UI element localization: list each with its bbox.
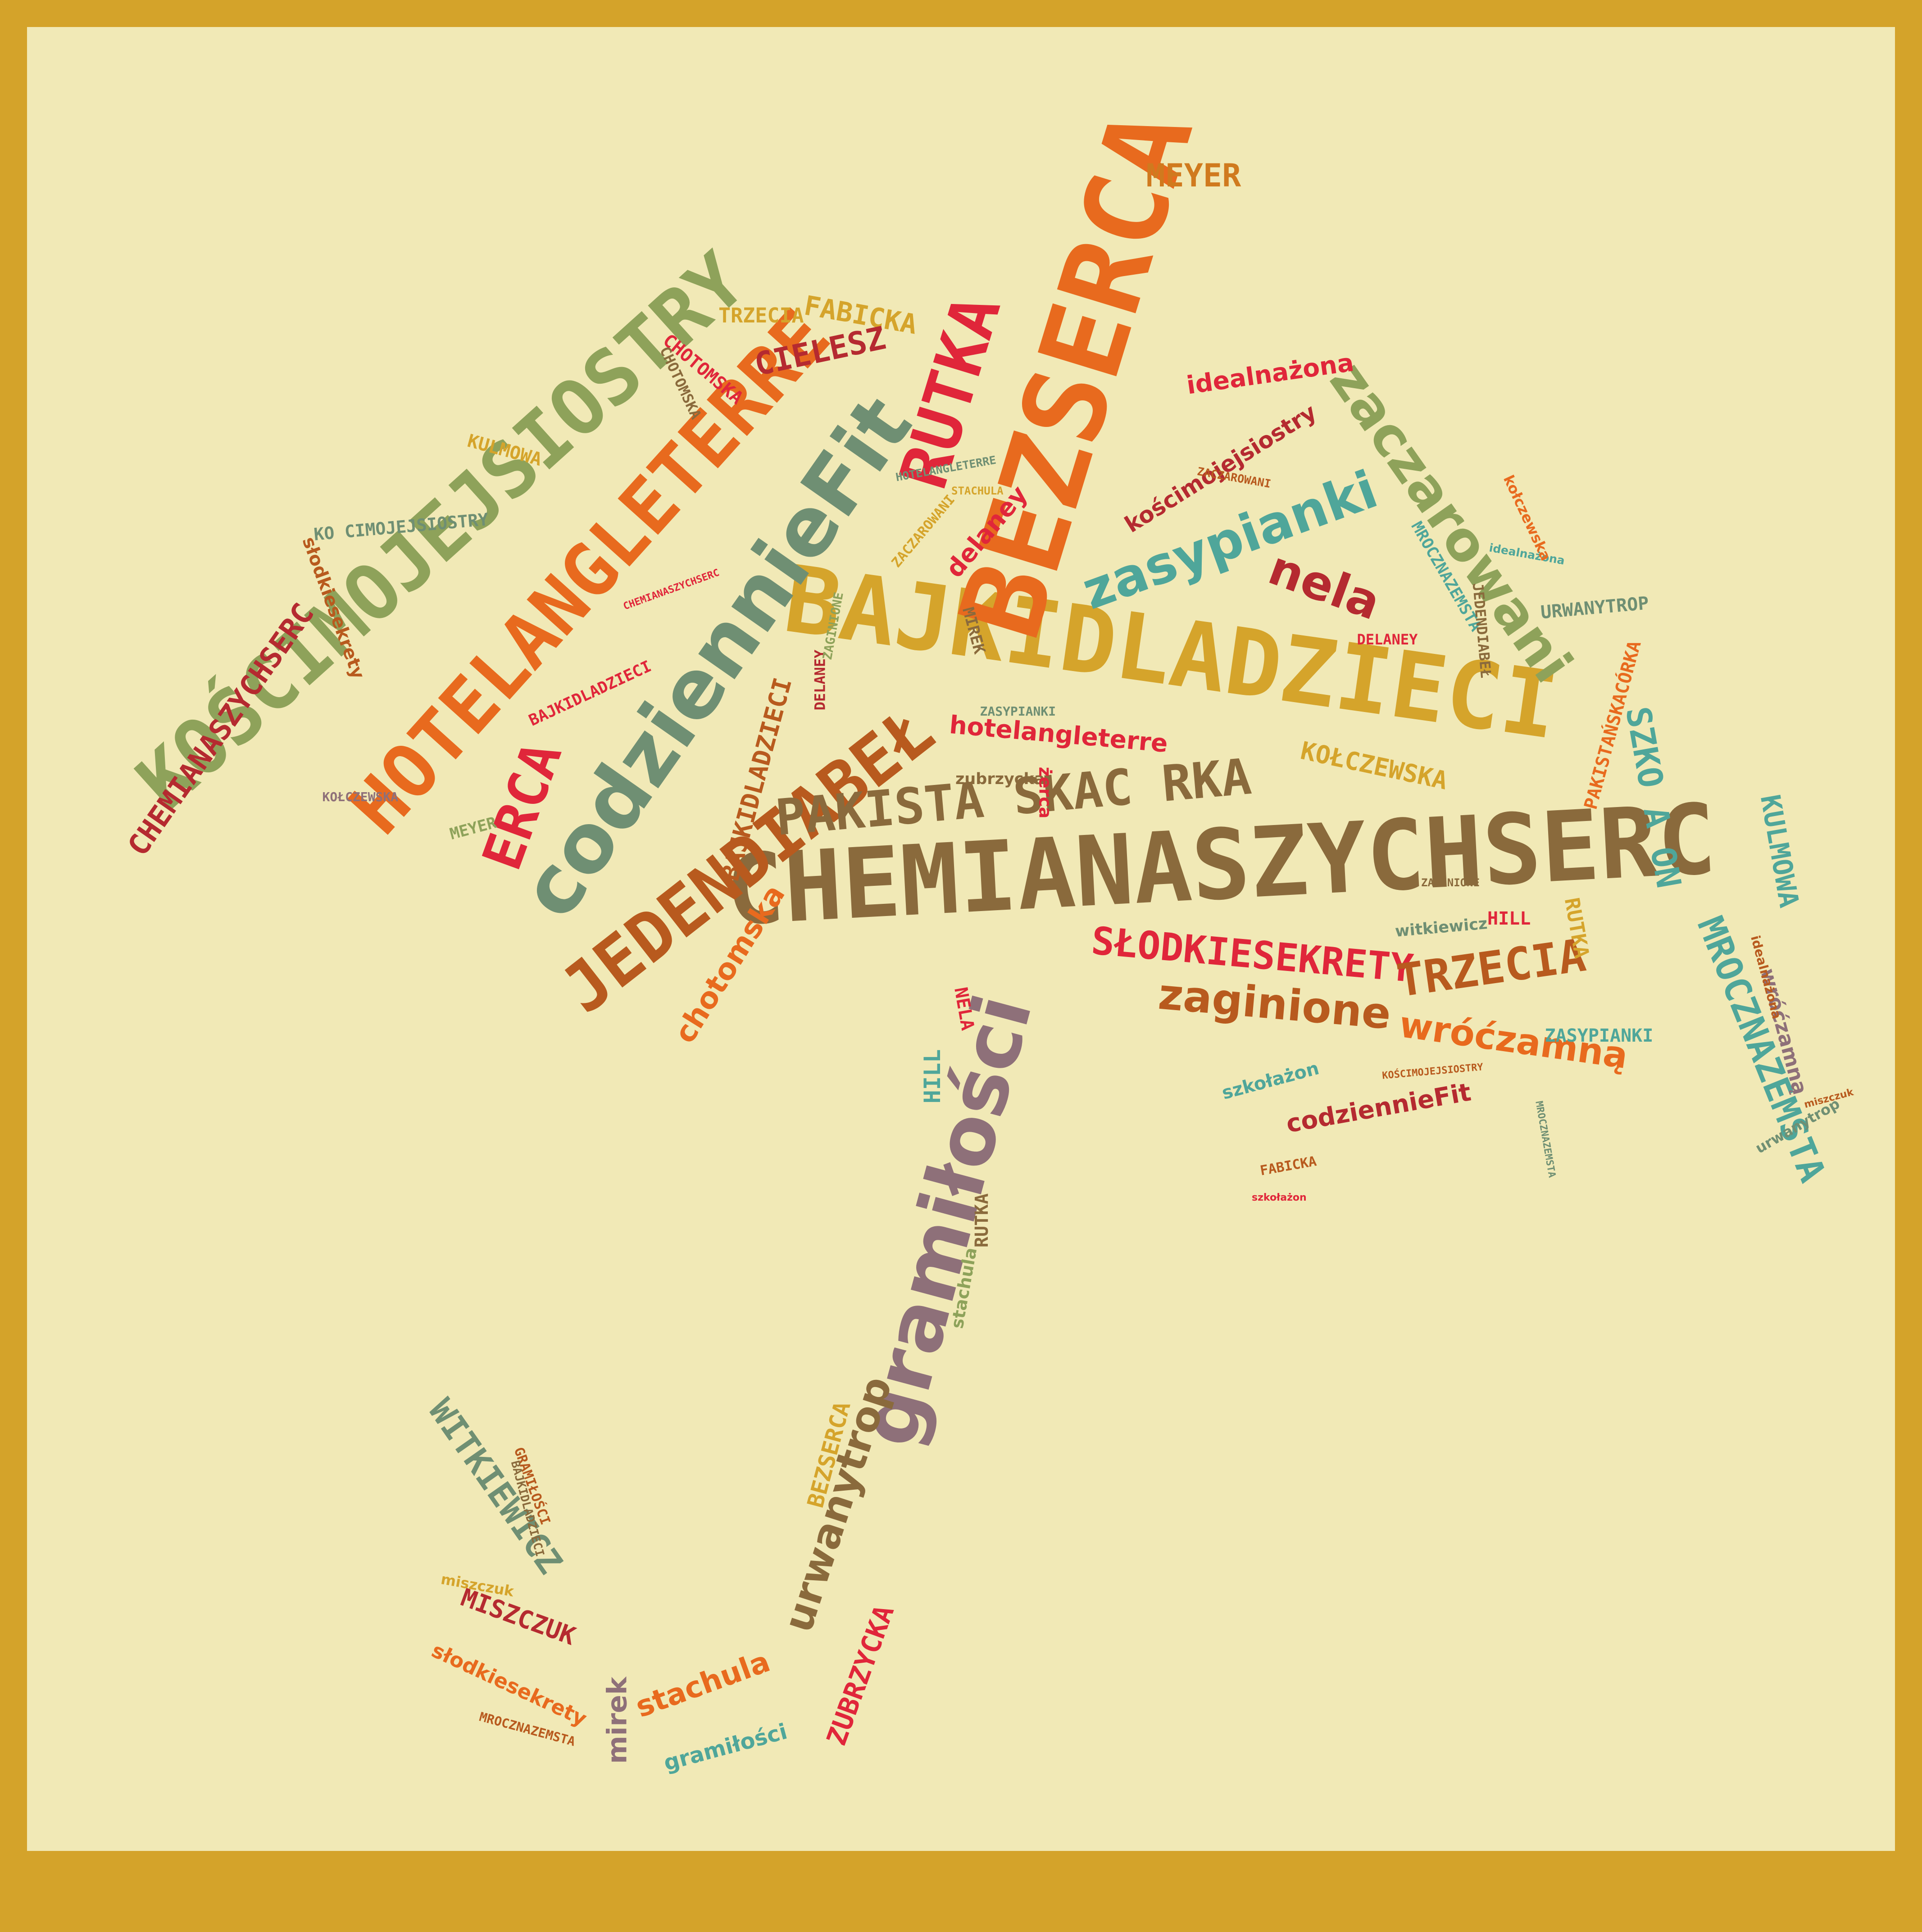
cloud-word: CHEMIANASZYCHSERC — [121, 597, 321, 862]
cloud-word: mirek — [601, 1677, 633, 1764]
cloud-word: ZASYPIANKI — [980, 704, 1056, 719]
cloud-word: gramiłości — [661, 1719, 790, 1776]
cloud-word: HILL — [919, 1049, 946, 1104]
cloud-word: stachula — [631, 1644, 774, 1724]
word-cloud-canvas: CHEMIANASZYCHSERC BAJKIDLADZIECI BEZSERCA H… — [27, 27, 1895, 1851]
cloud-word: RUTKA — [972, 1193, 993, 1248]
cloud-word: codziennieFit — [1284, 1077, 1473, 1138]
cloud-word: KULMOWA — [1754, 792, 1805, 910]
cloud-word: szkołażon — [1219, 1058, 1321, 1104]
cloud-word: WITKIEWICZ — [421, 1391, 570, 1581]
cloud-word: witkiewicz — [1394, 914, 1488, 941]
cloud-word: ZAGINIONE — [1421, 876, 1480, 889]
cloud-word: szkołażon — [1252, 1192, 1307, 1203]
cloud-word: STACHULA — [951, 485, 1004, 497]
cloud-word: żerca — [1035, 766, 1055, 819]
cloud-word: TRZECIA — [1393, 929, 1589, 1007]
cloud-word: ZASYPIANKI — [1545, 1025, 1654, 1046]
cloud-word: HILL — [1487, 908, 1531, 929]
cloud-word: URWANYTROP — [1539, 593, 1649, 623]
cloud-word: MEYER — [1146, 157, 1241, 194]
cloud-word: KOŁCZEWSKA — [1298, 735, 1450, 795]
cloud-word: MISZCZUK — [457, 1583, 579, 1651]
cloud-word: słodkiesekrety — [427, 1638, 591, 1731]
cloud-word: zubrzycka — [955, 770, 1045, 788]
cloud-word: TRZECIA — [718, 303, 804, 327]
cloud-word: KOŁCZEWSKA — [322, 789, 399, 804]
cloud-word: ZUBRZYCKA — [820, 1601, 900, 1750]
cloud-word: FABICKA — [1259, 1153, 1318, 1179]
cloud-word: MROCZNAZEMSTA — [1533, 1100, 1558, 1179]
cloud-word: DELANEY — [1357, 631, 1418, 648]
umbrella-word-cloud: CHEMIANASZYCHSERC BAJKIDLADZIECI BEZSERCA H… — [27, 27, 1895, 1851]
